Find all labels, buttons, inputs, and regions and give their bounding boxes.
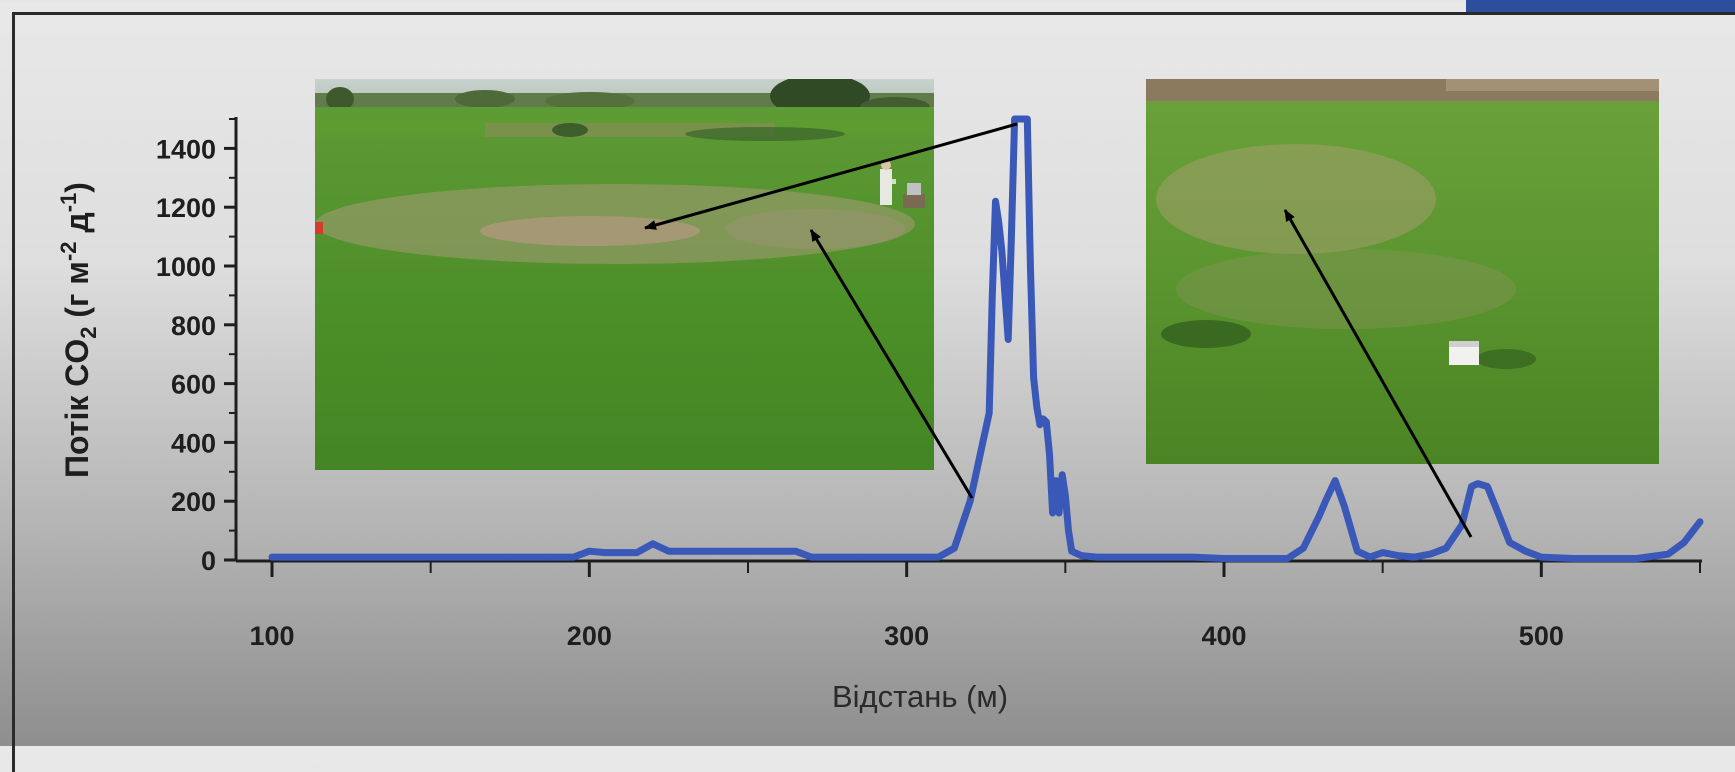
x-axis-title: Відстань (м) — [832, 679, 1008, 714]
arrow-slope-to-left-photo — [809, 229, 974, 499]
arrow-peak-to-left-photo — [644, 122, 1018, 230]
field-photo-right — [1146, 79, 1659, 464]
accent-bar — [1466, 0, 1735, 12]
y-tick-label: 400 — [171, 428, 216, 458]
x-tick-label: 300 — [884, 621, 929, 651]
y-axis: 0 200 400 600 800 1000 1200 1400 — [156, 117, 238, 576]
y-tick-label: 1200 — [156, 193, 216, 223]
y-axis-title: Потік CO2 (г м-2 д-1) — [56, 182, 101, 478]
y-tick-label: 1000 — [156, 252, 216, 282]
field-photo-left — [315, 79, 934, 470]
x-tick-label: 500 — [1519, 621, 1564, 651]
x-axis: 100 200 300 400 500 — [236, 559, 1702, 651]
annotation-arrows — [644, 122, 1473, 538]
y-tick-label: 800 — [171, 311, 216, 341]
slide-frame — [12, 12, 1735, 772]
y-tick-label: 200 — [171, 487, 216, 517]
series-group — [268, 115, 1704, 562]
series-line — [268, 115, 1704, 562]
x-tick-label: 100 — [249, 621, 294, 651]
y-tick-label: 600 — [171, 370, 216, 400]
x-tick-label: 400 — [1201, 621, 1246, 651]
y-tick-label: 0 — [201, 546, 216, 576]
plot-area: 0 200 400 600 800 1000 1200 1400 100 200 300 400 50… — [56, 115, 1704, 714]
arrow-peak-to-right-photo — [1283, 209, 1473, 538]
y-tick-label: 1400 — [156, 134, 216, 164]
x-tick-label: 200 — [567, 621, 612, 651]
